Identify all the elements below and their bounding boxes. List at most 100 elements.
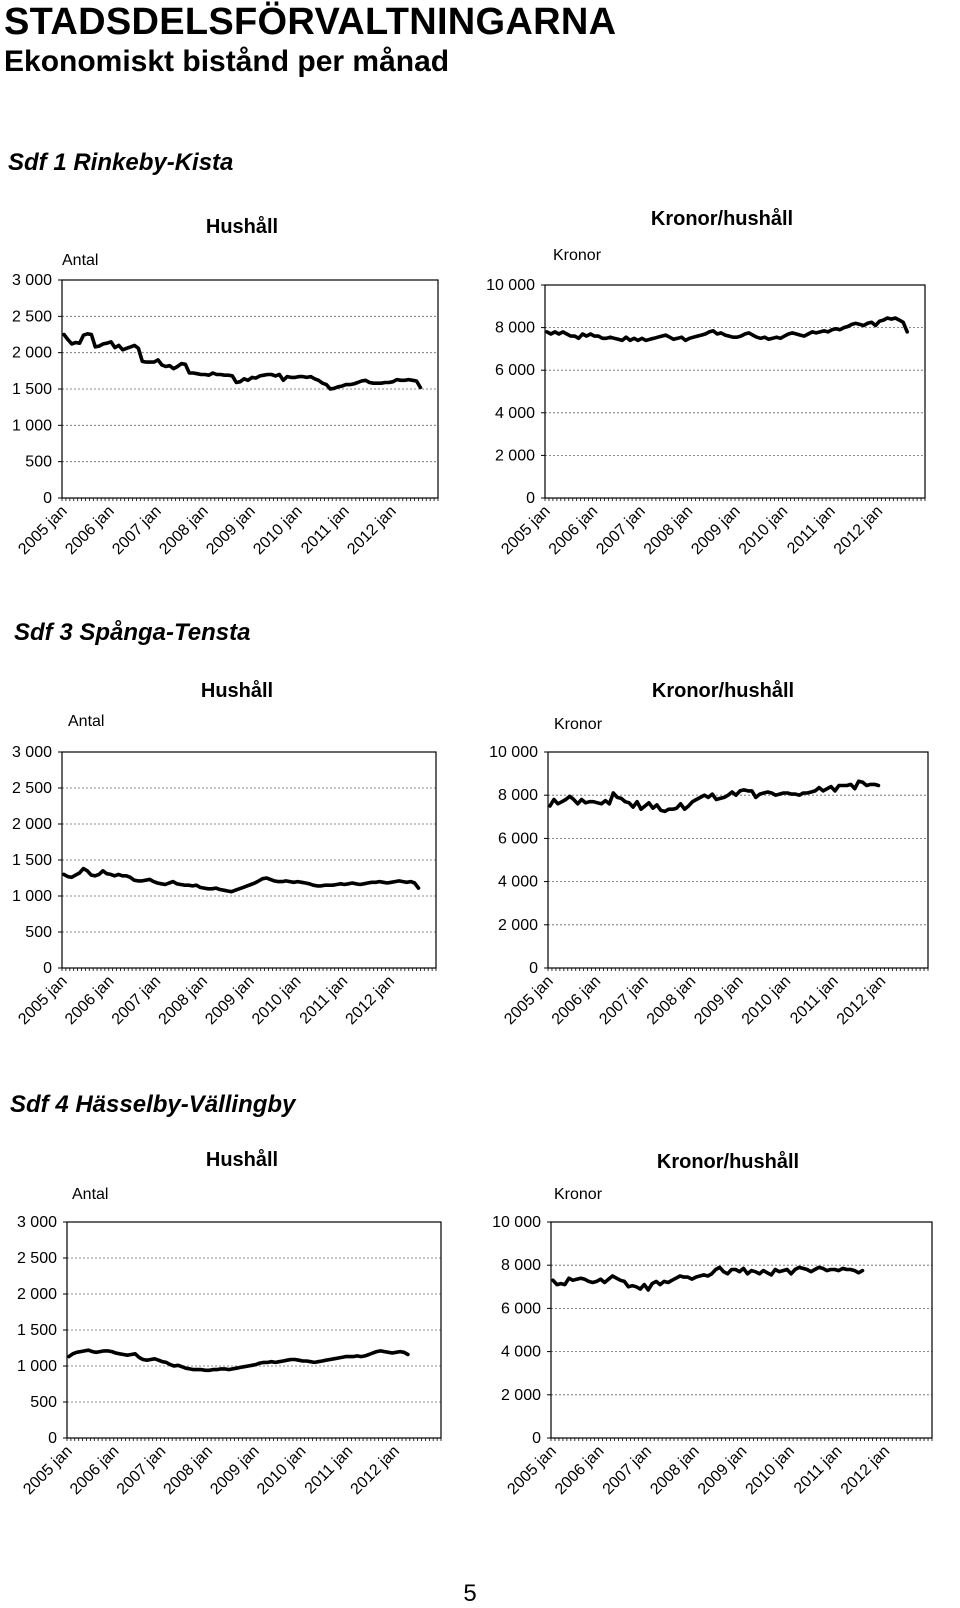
y-tick-label: 1 000: [12, 888, 52, 905]
y-tick-label: 2 500: [17, 1250, 57, 1267]
x-tick-label: 2007 jan: [109, 503, 164, 558]
y-tick-label: 6 000: [498, 830, 538, 847]
y-tick-label: 4 000: [498, 874, 538, 891]
y-tick-label: 2 000: [495, 447, 535, 464]
chart-sdf3-kronor: Kronor/hushåll Kronor 0 2 000 4 000 6 000 8 …: [489, 679, 929, 1028]
chart-title: Kronor/hushåll: [651, 207, 793, 230]
x-tick-label: 2008 jan: [156, 973, 211, 1028]
y-axis-unit-label: Kronor: [553, 247, 602, 264]
x-tick-label: 2009 jan: [688, 503, 743, 558]
section-title-sdf3: Sdf 3 Spånga-Tensta: [14, 619, 251, 646]
x-tick-label: 2012 jan: [343, 973, 398, 1028]
chart-sdf3-hushall: Hushåll Antal 0 500 1 000 1 500 2 000 2 500 3 …: [12, 679, 437, 1028]
y-tick-label: 500: [25, 924, 52, 941]
x-tick-label: 2012 jan: [838, 1443, 893, 1498]
series-line: [545, 316, 910, 343]
y-axis-unit-label: Kronor: [554, 1186, 603, 1203]
chart-sdf4-kronor: Kronor/hushåll Kronor 0 2 000 4 000 6 000 8 …: [492, 1150, 933, 1498]
x-tick-label: 2008 jan: [161, 1443, 216, 1498]
x-tick-label: 2011 jan: [787, 973, 842, 1028]
y-tick-label: 0: [48, 1430, 57, 1447]
x-tick-label: 2008 jan: [641, 503, 696, 558]
chart-sdf1-kronor: Kronor/hushåll Kronor 0 2 000 4 000 6 000 8 …: [486, 207, 926, 558]
y-tick-label: 1 000: [17, 1358, 57, 1375]
x-tick-label: 2011 jan: [791, 1443, 846, 1498]
x-tick-label: 2012 jan: [831, 503, 886, 558]
page-number: 5: [463, 1580, 477, 1607]
x-tick-label: 2012 jan: [834, 973, 889, 1028]
x-tick-label: 2005 jan: [504, 1443, 559, 1498]
y-tick-label: 2 000: [17, 1286, 57, 1303]
series-line: [548, 779, 881, 814]
chart-title: Hushåll: [201, 679, 273, 702]
chart-sdf4-hushall: Hushåll Antal 0 500 1 000 1 500 2 000 2 500 3 …: [17, 1148, 442, 1498]
section-title-sdf1: Sdf 1 Rinkeby-Kista: [8, 149, 234, 176]
x-tick-label: 2007 jan: [593, 503, 648, 558]
y-tick-label: 2 500: [12, 780, 52, 797]
series-line: [67, 1348, 410, 1373]
x-tick-label: 2007 jan: [596, 973, 651, 1028]
x-tick-label: 2008 jan: [644, 973, 699, 1028]
y-tick-label: 6 000: [495, 362, 535, 379]
series-line: [551, 1265, 865, 1292]
x-tick-label: 2005 jan: [15, 503, 70, 558]
chart-sdf1-hushall: Hushåll Antal 0 500 1 000 1 500 2 000 2 500 3 …: [12, 215, 439, 558]
x-tick-label: 2012 jan: [348, 1443, 403, 1498]
chart-title: Kronor/hushåll: [652, 679, 794, 702]
x-tick-label: 2010 jan: [249, 973, 304, 1028]
y-tick-label: 0: [532, 1430, 541, 1447]
y-tick-label: 2 000: [501, 1387, 541, 1404]
y-tick-label: 1 000: [12, 417, 52, 434]
y-tick-label: 8 000: [501, 1257, 541, 1274]
x-tick-label: 2009 jan: [691, 973, 746, 1028]
x-tick-label: 2009 jan: [695, 1443, 750, 1498]
x-tick-label: 2006 jan: [546, 503, 601, 558]
document-subtitle: Ekonomiskt bistånd per månad: [4, 45, 450, 78]
x-tick-label: 2009 jan: [207, 1443, 262, 1498]
x-tick-label: 2011 jan: [298, 503, 353, 558]
y-axis-unit-label: Kronor: [554, 716, 603, 733]
y-tick-label: 4 000: [501, 1344, 541, 1361]
x-tick-label: 2010 jan: [736, 503, 791, 558]
plot-frame: [544, 284, 926, 499]
y-tick-label: 2 000: [12, 345, 52, 362]
x-tick-label: 2010 jan: [254, 1443, 309, 1498]
y-tick-label: 0: [43, 960, 52, 977]
y-tick-label: 8 000: [498, 787, 538, 804]
y-tick-label: 10 000: [492, 1214, 541, 1231]
y-tick-label: 0: [43, 490, 52, 507]
x-tick-label: 2006 jan: [67, 1443, 122, 1498]
series-line: [62, 866, 421, 894]
x-tick-label: 2011 jan: [297, 973, 352, 1028]
y-tick-label: 10 000: [486, 277, 535, 294]
y-tick-label: 3 000: [12, 744, 52, 761]
x-tick-label: 2005 jan: [20, 1443, 75, 1498]
y-axis-unit-label: Antal: [72, 1186, 108, 1203]
y-axis-unit-label: Antal: [62, 252, 98, 269]
y-tick-label: 3 000: [12, 272, 52, 289]
x-tick-label: 2006 jan: [62, 973, 117, 1028]
y-tick-label: 10 000: [489, 744, 538, 761]
y-tick-label: 3 000: [17, 1214, 57, 1231]
y-tick-label: 500: [25, 454, 52, 471]
y-tick-label: 8 000: [495, 320, 535, 337]
x-tick-label: 2010 jan: [743, 1443, 798, 1498]
x-tick-label: 2012 jan: [344, 503, 399, 558]
x-tick-label: 2011 jan: [302, 1443, 357, 1498]
series-line: [62, 332, 423, 391]
y-axis-unit-label: Antal: [68, 713, 104, 730]
x-tick-label: 2009 jan: [202, 973, 257, 1028]
x-tick-label: 2005 jan: [498, 503, 553, 558]
x-tick-label: 2007 jan: [600, 1443, 655, 1498]
chart-title: Hushåll: [206, 215, 278, 238]
y-tick-label: 2 000: [498, 917, 538, 934]
x-tick-label: 2009 jan: [203, 503, 258, 558]
y-tick-label: 500: [30, 1394, 57, 1411]
plot-frame: [550, 1221, 933, 1439]
x-tick-label: 2006 jan: [549, 973, 604, 1028]
document-title: STADSDELSFÖRVALTNINGARNA: [4, 1, 617, 43]
section-title-sdf4: Sdf 4 Hässelby-Vällingby: [10, 1091, 296, 1118]
x-tick-label: 2007 jan: [114, 1443, 169, 1498]
x-tick-label: 2011 jan: [784, 503, 839, 558]
chart-title: Hushåll: [206, 1148, 278, 1171]
